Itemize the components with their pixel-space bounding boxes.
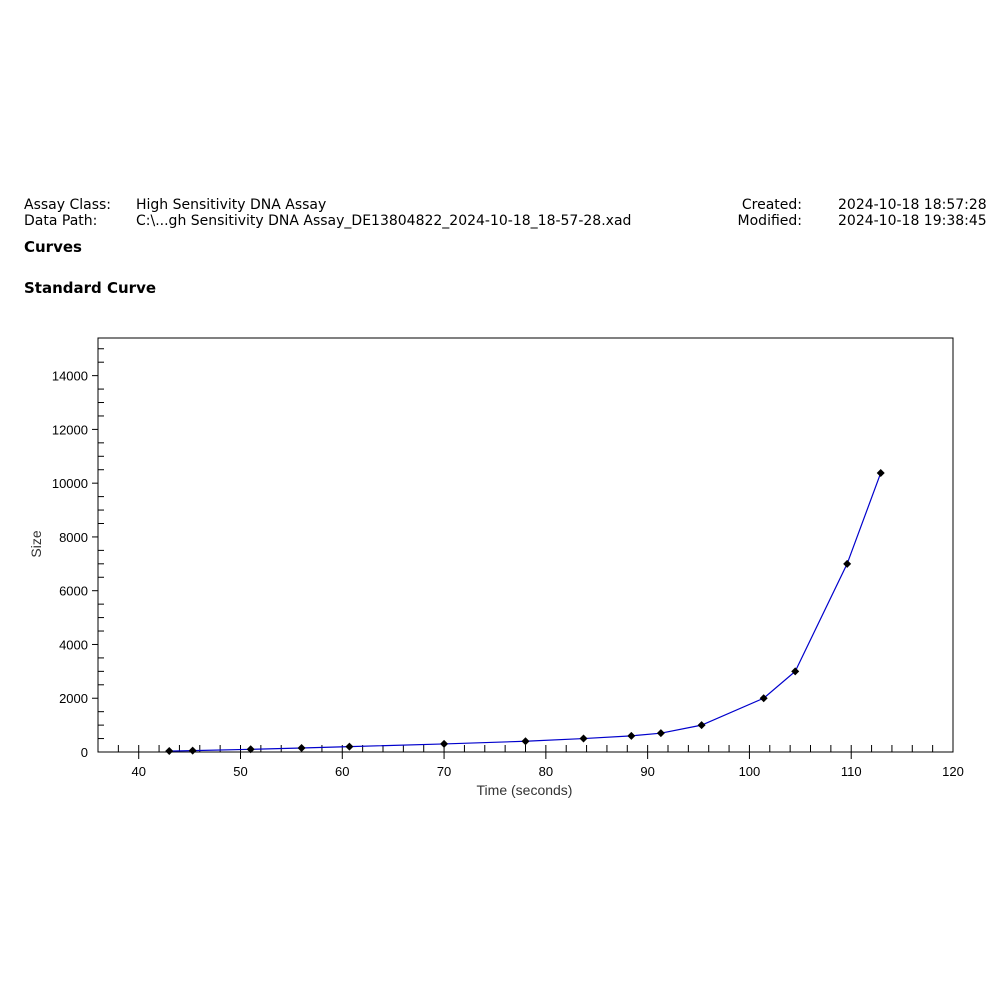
curves-heading: Curves (24, 238, 82, 256)
data-point (188, 746, 197, 755)
assay-class-value: High Sensitivity DNA Assay (136, 197, 327, 213)
y-tick-label: 10000 (52, 476, 88, 491)
y-axis-title: Size (28, 530, 44, 557)
y-tick-label: 12000 (52, 422, 88, 437)
modified-label: Modified: (737, 213, 802, 229)
modified-value: 2024-10-18 19:38:45 (838, 213, 987, 229)
x-tick-label: 80 (539, 764, 553, 779)
x-tick-label: 50 (233, 764, 247, 779)
data-point (843, 559, 852, 568)
x-tick-label: 70 (437, 764, 451, 779)
assay-class-label: Assay Class: (24, 197, 112, 213)
data-point (165, 747, 174, 756)
y-tick-label: 0 (81, 745, 88, 760)
data-point (627, 731, 636, 740)
y-tick-label: 14000 (52, 369, 88, 384)
x-tick-label: 40 (131, 764, 145, 779)
data-point (697, 721, 706, 730)
data-point (876, 468, 885, 477)
data-point (656, 729, 665, 738)
y-tick-label: 6000 (59, 584, 88, 599)
data-point (345, 742, 354, 751)
standard-curve-heading: Standard Curve (24, 279, 157, 297)
x-tick-label: 90 (640, 764, 654, 779)
x-axis-title: Time (seconds) (477, 782, 573, 798)
created-value: 2024-10-18 18:57:28 (838, 197, 987, 213)
created-label: Created: (741, 197, 802, 213)
x-tick-label: 100 (739, 764, 761, 779)
data-point (521, 737, 530, 746)
data-point (440, 739, 449, 748)
x-tick-label: 60 (335, 764, 349, 779)
data-point (791, 667, 800, 676)
y-tick-label: 8000 (59, 530, 88, 545)
data-point (579, 734, 588, 743)
data-point (759, 694, 768, 703)
plot-frame (97, 337, 954, 753)
y-tick-label: 4000 (59, 637, 88, 652)
x-tick-label: 120 (942, 764, 964, 779)
data-path-value: C:\...gh Sensitivity DNA Assay_DE1380482… (136, 213, 632, 229)
series-line (169, 472, 882, 752)
data-point (246, 745, 255, 754)
data-path-label: Data Path: (24, 213, 98, 229)
data-point (297, 743, 306, 752)
y-tick-label: 2000 (59, 691, 88, 706)
x-tick-label: 110 (841, 764, 862, 779)
